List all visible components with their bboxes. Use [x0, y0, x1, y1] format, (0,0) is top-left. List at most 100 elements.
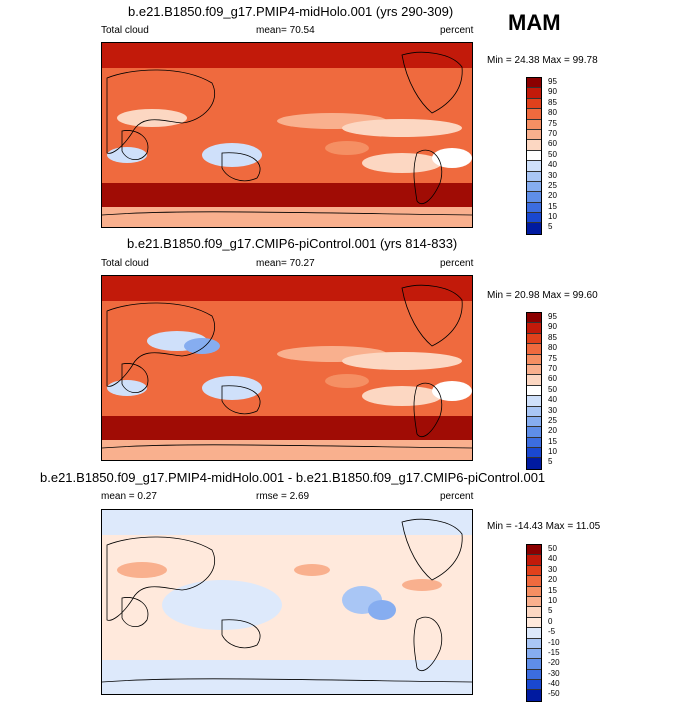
- colorbar-tick-label: 50: [548, 384, 557, 394]
- panel-2-dry-region: [432, 381, 472, 401]
- colorbar-tick-label: 90: [548, 322, 557, 332]
- colorbar-swatch: [527, 565, 541, 577]
- colorbar-tick-label: 5: [548, 222, 553, 232]
- panel-1-coastline: [413, 149, 443, 205]
- panel-2-dry-region: [107, 380, 147, 396]
- panel-2-coastline: [102, 444, 472, 449]
- colorbar-tick-label: 25: [548, 180, 557, 190]
- panel-1-dry-region: [107, 147, 147, 163]
- colorbar-tick-label: 80: [548, 108, 557, 118]
- colorbar-tick-label: 5: [548, 457, 553, 467]
- colorbar-tick-label: -40: [548, 679, 560, 689]
- colorbar-swatch: [527, 648, 541, 660]
- panel-3-rmse-label: rmse = 2.69: [256, 491, 310, 502]
- panel-3-coastline: [221, 619, 261, 649]
- panel-2-mean-label: mean= 70.27: [256, 258, 315, 269]
- colorbar-swatch: [527, 171, 541, 182]
- colorbar-tick-label: 15: [548, 201, 557, 211]
- panel-2-itcz: [325, 374, 369, 388]
- panel-1-map: [101, 42, 473, 228]
- colorbar-swatch: [527, 659, 541, 670]
- colorbar-tick-label: 60: [548, 374, 557, 384]
- colorbar-swatch: [527, 638, 541, 649]
- colorbar-tick-label: -5: [548, 627, 556, 637]
- panel-1-map-svg: [102, 43, 472, 227]
- colorbar-tick-label: 50: [548, 149, 557, 159]
- colorbar-swatch: [527, 458, 541, 469]
- colorbar-swatch: [527, 181, 541, 193]
- colorbar-tick-label: 20: [548, 426, 557, 436]
- panel-1-mean-label: mean= 70.54: [256, 25, 315, 36]
- panel-3-coastline: [413, 616, 443, 672]
- colorbar-swatch: [527, 586, 541, 597]
- panel-1-coastline: [121, 130, 149, 160]
- panel-1-colorbar: [526, 77, 542, 235]
- panel-1-coastline: [401, 51, 463, 114]
- panel-3-positive-anomaly: [294, 564, 330, 576]
- colorbar-swatch: [527, 88, 541, 99]
- colorbar-swatch: [527, 690, 541, 701]
- colorbar-tick-label: 10: [548, 595, 557, 605]
- panel-2-title: b.e21.B1850.f09_g17.CMIP6-piControl.001 …: [127, 236, 458, 251]
- panel-1-antarctic-band: [102, 207, 472, 227]
- colorbar-swatch: [527, 375, 541, 386]
- colorbar-tick-label: 20: [548, 191, 557, 201]
- panel-2-antarctic-band: [102, 440, 472, 460]
- colorbar-swatch: [527, 140, 541, 151]
- panel-1-minmax-label: Min = 24.38 Max = 99.78: [487, 55, 598, 66]
- colorbar-tick-label: -50: [548, 689, 560, 699]
- colorbar-tick-label: 80: [548, 343, 557, 353]
- colorbar-swatch: [527, 150, 541, 162]
- colorbar-tick-label: -20: [548, 658, 560, 668]
- colorbar-tick-label: 90: [548, 87, 557, 97]
- colorbar-swatch: [527, 448, 541, 459]
- colorbar-tick-label: 25: [548, 415, 557, 425]
- colorbar-swatch: [527, 617, 541, 629]
- panel-2-coastline: [221, 385, 261, 415]
- colorbar-swatch: [527, 192, 541, 203]
- colorbar-swatch: [527, 669, 541, 681]
- panel-1-southern-ocean-band: [102, 183, 472, 207]
- panel-3-antarctic-band: [102, 660, 472, 694]
- season-label: MAM: [508, 10, 561, 35]
- panel-2-subtropic-patch: [342, 352, 462, 370]
- colorbar-swatch: [527, 680, 541, 691]
- colorbar-swatch: [527, 607, 541, 618]
- colorbar-swatch: [527, 223, 541, 234]
- panel-3-title: b.e21.B1850.f09_g17.PMIP4-midHolo.001 - …: [40, 470, 546, 485]
- panel-2-map: [101, 275, 473, 461]
- colorbar-tick-label: 85: [548, 97, 557, 107]
- colorbar-swatch: [527, 628, 541, 639]
- colorbar-swatch: [527, 406, 541, 417]
- colorbar-tick-label: 60: [548, 139, 557, 149]
- panel-1-coastline: [106, 69, 215, 154]
- panel-2-map-svg: [102, 276, 472, 460]
- colorbar-swatch: [527, 344, 541, 355]
- colorbar-tick-label: 30: [548, 564, 557, 574]
- colorbar-tick-label: 40: [548, 160, 557, 170]
- panel-1-coastline: [221, 152, 261, 182]
- panel-1-colorbar-labels: 95 90 85 80 75 70 60 50 40 30 25 20 15 1…: [548, 77, 557, 233]
- panel-2-minmax-label: Min = 20.98 Max = 99.60: [487, 290, 598, 301]
- colorbar-tick-label: 85: [548, 332, 557, 342]
- colorbar-swatch: [527, 202, 541, 214]
- colorbar-tick-label: -15: [548, 647, 560, 657]
- colorbar-swatch: [527, 416, 541, 428]
- panel-1-itcz: [325, 141, 369, 155]
- colorbar-tick-label: 75: [548, 353, 557, 363]
- panel-2-dry-region: [362, 386, 442, 406]
- panel-3-coastline: [106, 536, 215, 621]
- colorbar-swatch: [527, 333, 541, 345]
- colorbar-tick-label: 50: [548, 544, 557, 553]
- panel-2-coastline: [106, 302, 215, 387]
- colorbar-swatch: [527, 596, 541, 608]
- colorbar-tick-label: 95: [548, 312, 557, 321]
- colorbar-tick-label: -10: [548, 637, 560, 647]
- colorbar-swatch: [527, 576, 541, 587]
- panel-2-colorbar-labels: 95 90 85 80 75 70 60 50 40 30 25 20 15 1…: [548, 312, 557, 468]
- panel-1-dry-region: [202, 143, 262, 167]
- panel-1-coastline: [102, 211, 472, 216]
- panel-3-coastline: [102, 678, 472, 683]
- colorbar-tick-label: 20: [548, 575, 557, 585]
- panel-2-dry-region: [184, 338, 220, 354]
